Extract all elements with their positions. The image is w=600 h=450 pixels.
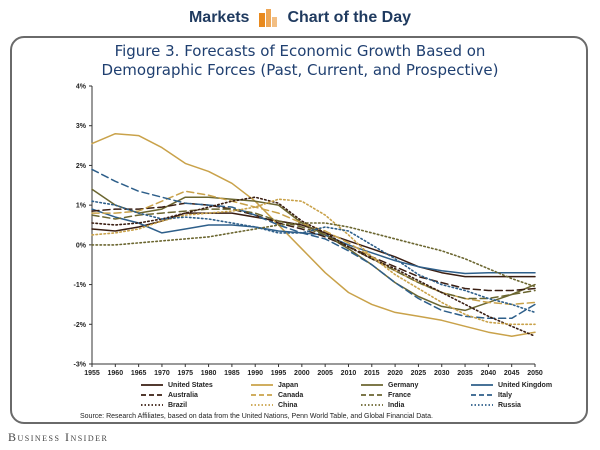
x-tick-label: 2020: [387, 370, 403, 377]
x-tick-label: 2040: [481, 370, 497, 377]
y-tick-label: 3%: [76, 123, 87, 130]
markets-label: Markets: [188, 9, 250, 26]
chart-legend: United States Japan Germany United Kingdom A…: [140, 380, 580, 412]
x-tick-label: 1965: [131, 370, 147, 377]
x-tick-label: 1995: [271, 370, 287, 377]
legend-item-france: France: [360, 390, 470, 400]
chart-of-day-logo-icon: [259, 9, 278, 27]
legend-item-australia: Australia: [140, 390, 250, 400]
series-line-brazil: [91, 196, 536, 338]
legend-label: Japan: [278, 381, 299, 389]
x-tick-label: 1985: [224, 370, 240, 377]
legend-item-united-states: United States: [140, 380, 250, 390]
legend-label: Italy: [498, 391, 513, 399]
legend-item-japan: Japan: [250, 380, 360, 390]
legend-swatch: [471, 394, 493, 396]
x-tick-label: 1955: [84, 370, 100, 377]
x-tick-label: 1990: [247, 370, 263, 377]
x-tick-label: 2030: [434, 370, 450, 377]
series-line-russia: [91, 200, 536, 314]
x-tick-label: 2005: [317, 370, 333, 377]
x-tick-label: 1980: [201, 370, 217, 377]
legend-item-italy: Italy: [470, 390, 580, 400]
y-tick-label: 2%: [76, 163, 87, 170]
legend-swatch: [471, 384, 493, 386]
series-line-italy: [91, 168, 536, 320]
legend-swatch: [361, 394, 383, 396]
chart-of-day-label: Chart of the Day: [287, 9, 412, 26]
x-tick-label: 1975: [177, 370, 193, 377]
x-tick-label: 2050: [527, 370, 543, 377]
y-tick-label: -2%: [74, 322, 87, 329]
legend-label: China: [278, 401, 298, 409]
figure-title: Figure 3. Forecasts of Economic Growth B…: [0, 42, 600, 80]
series-line-france: [91, 208, 536, 300]
figure-title-line-1: Figure 3. Forecasts of Economic Growth B…: [114, 42, 486, 60]
legend-item-united-kingdom: United Kingdom: [470, 380, 580, 390]
x-tick-label: 1970: [154, 370, 170, 377]
legend-label: United States: [168, 381, 213, 389]
legend-label: Brazil: [168, 401, 188, 409]
chart-frame: [10, 36, 588, 424]
figure-title-line-2: Demographic Forces (Past, Current, and P…: [101, 61, 499, 79]
legend-item-china: China: [250, 400, 360, 410]
y-tick-label: -1%: [74, 282, 87, 289]
series-line-united-kingdom: [91, 208, 536, 275]
y-tick-label: 1%: [76, 203, 87, 210]
series-line-australia: [91, 202, 536, 292]
legend-label: Canada: [278, 391, 304, 399]
x-tick-label: 2045: [504, 370, 520, 377]
source-note: Source: Research Affiliates, based on da…: [80, 413, 433, 420]
legend-swatch: [251, 404, 273, 406]
y-tick-label: 0%: [76, 242, 87, 249]
legend-label: Australia: [168, 391, 198, 399]
x-tick-label: 2025: [411, 370, 427, 377]
x-tick-label: 2010: [341, 370, 357, 377]
legend-swatch: [141, 404, 163, 406]
legend-label: United Kingdom: [498, 381, 553, 389]
legend-swatch: [471, 404, 493, 406]
series-line-india: [91, 222, 536, 288]
legend-label: France: [388, 391, 411, 399]
legend-swatch: [251, 394, 273, 396]
series-line-japan: [91, 132, 536, 337]
legend-label: Germany: [388, 381, 419, 389]
legend-swatch: [141, 394, 163, 396]
x-tick-label: 2000: [294, 370, 310, 377]
legend-item-germany: Germany: [360, 380, 470, 390]
series-line-germany: [91, 188, 536, 312]
legend-swatch: [141, 384, 163, 386]
legend-item-brazil: Brazil: [140, 400, 250, 410]
business-insider-logo: Business Insider: [8, 430, 109, 444]
chart-of-day-header: Markets Chart of the Day: [0, 0, 600, 36]
x-tick-label: 2035: [457, 370, 473, 377]
y-tick-label: 4%: [76, 84, 87, 91]
legend-swatch: [361, 384, 383, 386]
legend-item-russia: Russia: [470, 400, 580, 410]
legend-swatch: [251, 384, 273, 386]
series-line-china: [91, 198, 536, 326]
legend-label: India: [388, 401, 405, 409]
x-tick-label: 2015: [364, 370, 380, 377]
y-tick-label: -3%: [74, 362, 87, 369]
legend-label: Russia: [498, 401, 521, 409]
x-tick-label: 1960: [108, 370, 124, 377]
legend-item-india: India: [360, 400, 470, 410]
legend-item-canada: Canada: [250, 390, 360, 400]
legend-swatch: [361, 404, 383, 406]
